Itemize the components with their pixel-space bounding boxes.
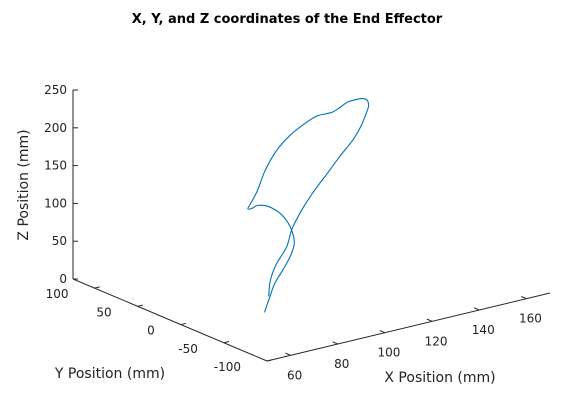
x-tick-mark [379,330,386,334]
y-tick-label: -50 [178,342,198,356]
x-axis-line [266,292,551,362]
z-tick-label: 150 [44,159,67,173]
y-tick-label: 0 [147,324,155,338]
z-tick-label: 50 [52,234,67,248]
x-tick-label: 140 [472,323,495,337]
z-tick-label: 200 [44,121,67,135]
series-group [247,98,370,313]
y-axis-label: Y Position (mm) [54,366,165,382]
y-tick-mark [266,359,273,362]
y-tick-mark [180,322,187,326]
x-tick-label: 80 [334,357,349,371]
series-line [247,98,370,313]
z-tick-label: 100 [44,196,67,210]
x-tick-label: 60 [287,368,302,382]
axes [72,90,551,362]
x-tick-label: 120 [425,334,448,348]
y-tick-label: 50 [96,305,111,319]
z-axis-label: Z Position (mm) [16,129,32,240]
chart-title: X, Y, and Z coordinates of the End Effec… [132,12,443,27]
y-axis-line [72,278,268,362]
z-tick-label: 250 [44,83,67,97]
y-tick-mark [137,304,143,307]
y-tick-mark [223,341,230,344]
x-tick-mark [473,307,480,311]
y-tick-mark [94,286,100,289]
x-tick-label: 100 [377,346,400,360]
x-tick-label: 160 [519,312,542,326]
x-tick-mark [426,318,433,322]
tick-group: 0 50 100 150 200 250 -100 -50 0 50 100 60 80 100 120 14… [44,83,542,382]
x-tick-mark [285,352,291,356]
x-tick-mark [332,341,338,345]
x-tick-mark [521,296,527,300]
y-tick-label: -100 [214,360,241,374]
x-axis-label: X Position (mm) [384,370,495,386]
y-tick-label: 100 [46,287,69,301]
z-tick-label: 0 [59,272,67,286]
